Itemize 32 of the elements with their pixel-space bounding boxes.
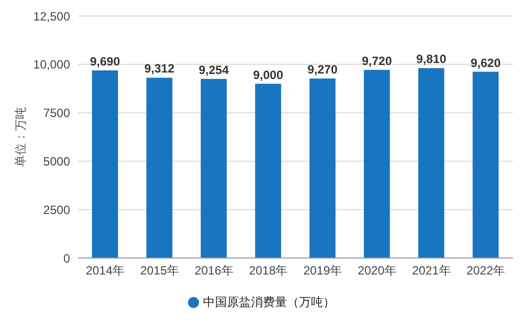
bar bbox=[472, 72, 499, 258]
x-tick-label: 2015年 bbox=[140, 264, 179, 278]
legend-label: 中国原盐消费量（万吨） bbox=[203, 295, 335, 309]
data-label: 9,690 bbox=[90, 54, 120, 68]
data-label: 9,810 bbox=[416, 52, 447, 66]
y-tick-label: 10,000 bbox=[33, 58, 70, 72]
data-label: 9,270 bbox=[307, 62, 338, 77]
bar bbox=[200, 78, 227, 258]
data-label: 9,620 bbox=[470, 56, 501, 70]
y-tick-label: 7500 bbox=[43, 106, 70, 120]
bar bbox=[418, 68, 444, 258]
y-tick-label: 2500 bbox=[43, 202, 70, 217]
bar bbox=[310, 78, 336, 258]
y-tick-label: 12,500 bbox=[33, 9, 70, 24]
data-label: 9,720 bbox=[362, 54, 392, 68]
data-label: 9,254 bbox=[198, 62, 230, 77]
x-tick-label: 2019年 bbox=[303, 264, 342, 278]
x-tick-label: 2022年 bbox=[466, 264, 506, 278]
x-tick-label: 2014年 bbox=[86, 264, 125, 278]
bar bbox=[92, 70, 118, 258]
x-tick-label: 2020年 bbox=[358, 264, 396, 278]
y-tick-label: 5000 bbox=[43, 154, 70, 168]
bar bbox=[364, 70, 390, 258]
data-label: 9,312 bbox=[144, 62, 175, 76]
bar bbox=[255, 84, 282, 258]
x-tick-label: 2018年 bbox=[248, 264, 288, 278]
x-tick-label: 2021年 bbox=[412, 264, 451, 278]
y-tick-label: 0 bbox=[63, 251, 70, 266]
data-label: 9,000 bbox=[253, 68, 284, 82]
bar bbox=[146, 78, 172, 258]
x-tick-label: 2016年 bbox=[194, 264, 234, 278]
y-axis-title: 单位：万吨 bbox=[13, 107, 28, 167]
